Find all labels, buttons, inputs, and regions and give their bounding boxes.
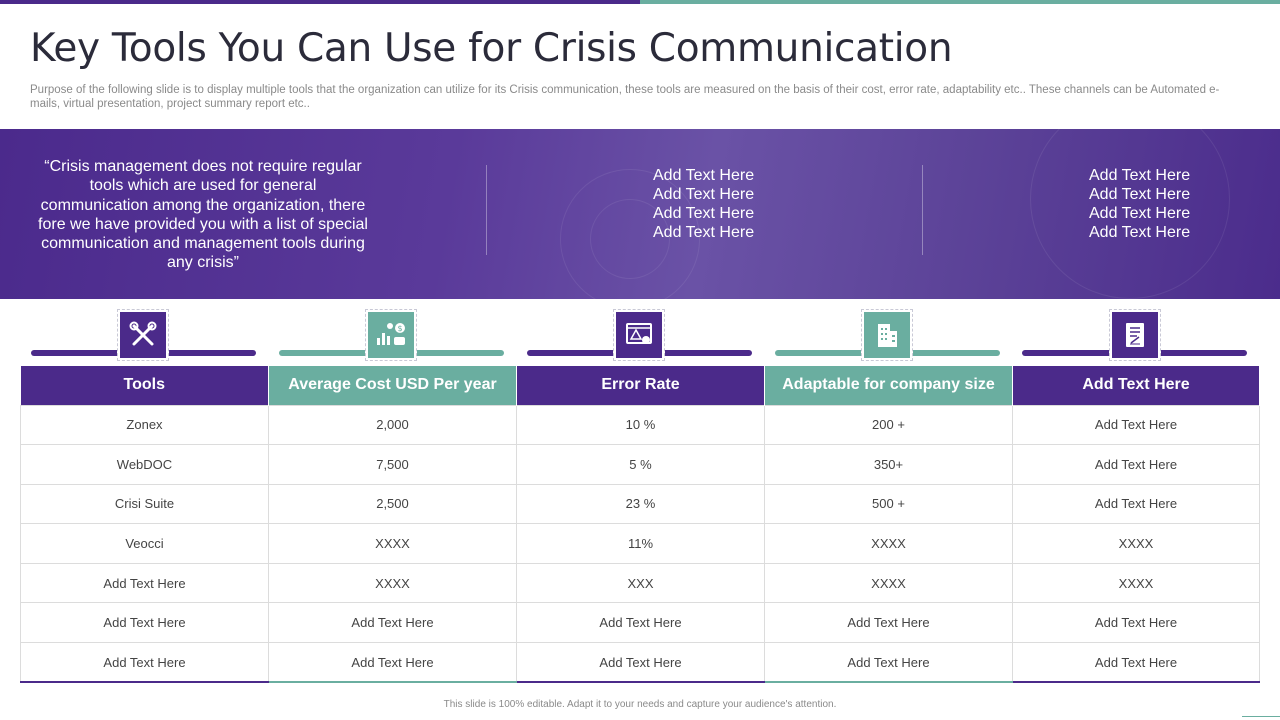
table-cell: Add Text Here: [20, 602, 269, 644]
table-header-row: Tools Average Cost USD Per year Error Ra…: [20, 366, 1260, 405]
document-icon: [1112, 312, 1158, 358]
table-cell: XXXX: [268, 523, 517, 564]
corner-accent-line: [1242, 716, 1280, 717]
table-cell: Add Text Here: [20, 642, 269, 684]
cost-analytics-icon: $: [368, 312, 414, 358]
banner-text-line: Add Text Here: [653, 167, 755, 184]
table-cell: 200 +: [764, 404, 1013, 446]
table-row: Crisi Suite 2,500 23 % 500 + Add Text He…: [20, 483, 1260, 525]
column-header-error-rate: Error Rate: [516, 366, 765, 405]
column-header-add-text: Add Text Here: [1012, 366, 1260, 405]
table-cell: Add Text Here: [764, 602, 1013, 644]
table-row: Add Text Here Add Text Here Add Text Her…: [20, 642, 1260, 684]
table-row: Veocci XXXX 11% XXXX XXXX: [20, 523, 1260, 564]
table-cell: 7,500: [268, 444, 517, 485]
page-title: Key Tools You Can Use for Crisis Communi…: [30, 26, 953, 71]
table-cell: 2,500: [268, 483, 517, 525]
building-icon-box: [861, 309, 913, 361]
table-cell: Add Text Here: [516, 602, 765, 644]
table-cell: Add Text Here: [268, 642, 517, 684]
banner-text-line: Add Text Here: [1089, 224, 1191, 241]
table-cell: Add Text Here: [1012, 404, 1260, 446]
banner-text-line: Add Text Here: [1089, 167, 1191, 184]
table-row: Add Text Here XXXX XXX XXXX XXXX: [20, 562, 1260, 604]
banner-divider: [922, 165, 923, 255]
table-cell: Veocci: [20, 523, 269, 564]
table-row: WebDOC 7,500 5 % 350+ Add Text Here: [20, 444, 1260, 485]
document-icon-box: [1109, 309, 1161, 361]
banner-text-column-2: Add Text Here Add Text Here Add Text Her…: [653, 166, 754, 242]
column-header-adaptable: Adaptable for company size: [764, 366, 1013, 405]
banner-text-line: Add Text Here: [653, 224, 755, 241]
table-cell: 11%: [516, 523, 765, 564]
top-accent-bar-teal: [640, 0, 1280, 4]
column-header-tools: Tools: [20, 366, 269, 405]
footer-note: This slide is 100% editable. Adapt it to…: [443, 699, 837, 710]
table-cell: Add Text Here: [268, 602, 517, 644]
table-cell: Add Text Here: [764, 642, 1013, 684]
building-icon: [864, 312, 910, 358]
cost-analytics-icon-box: $: [365, 309, 417, 361]
column-icon-row: $: [0, 309, 1280, 367]
warning-screen-icon: [616, 312, 662, 358]
top-accent-bar-purple: [0, 0, 640, 4]
table-cell: XXX: [516, 562, 765, 604]
table-row: Zonex 2,000 10 % 200 + Add Text Here: [20, 404, 1260, 446]
table-row: Add Text Here Add Text Here Add Text Her…: [20, 602, 1260, 644]
page-subtitle: Purpose of the following slide is to dis…: [30, 84, 1220, 110]
table-cell: 5 %: [516, 444, 765, 485]
banner-text-line: Add Text Here: [1089, 186, 1191, 203]
table-cell: WebDOC: [20, 444, 269, 485]
table-cell: XXXX: [1012, 562, 1260, 604]
table-cell: Add Text Here: [516, 642, 765, 684]
column-header-average-cost: Average Cost USD Per year: [268, 366, 517, 405]
banner-text-line: Add Text Here: [653, 186, 755, 203]
table-cell: XXXX: [764, 562, 1013, 604]
banner-quote: “Crisis management does not require regu…: [38, 158, 368, 272]
table-cell: Add Text Here: [1012, 444, 1260, 485]
table-cell: Add Text Here: [1012, 642, 1260, 684]
table-cell: 500 +: [764, 483, 1013, 525]
tools-icon-box: [117, 309, 169, 361]
banner-divider: [486, 165, 487, 255]
svg-text:$: $: [397, 324, 402, 333]
tools-comparison-table: Tools Average Cost USD Per year Error Ra…: [20, 366, 1260, 684]
table-cell: Add Text Here: [1012, 483, 1260, 525]
table-cell: Zonex: [20, 404, 269, 446]
table-cell: 2,000: [268, 404, 517, 446]
table-cell: XXXX: [764, 523, 1013, 564]
table-cell: XXXX: [1012, 523, 1260, 564]
table-cell: 23 %: [516, 483, 765, 525]
banner-decoration: [590, 199, 670, 279]
table-cell: Crisi Suite: [20, 483, 269, 525]
table-cell: 10 %: [516, 404, 765, 446]
warning-screen-icon-box: [613, 309, 665, 361]
banner-text-column-3: Add Text Here Add Text Here Add Text Her…: [1089, 166, 1190, 242]
banner-text-line: Add Text Here: [653, 205, 755, 222]
banner-text-line: Add Text Here: [1089, 205, 1191, 222]
table-cell: Add Text Here: [20, 562, 269, 604]
table-cell: XXXX: [268, 562, 517, 604]
table-cell: Add Text Here: [1012, 602, 1260, 644]
tools-icon: [120, 312, 166, 358]
banner-decoration: [560, 169, 700, 299]
quote-banner: “Crisis management does not require regu…: [0, 129, 1280, 299]
table-cell: 350+: [764, 444, 1013, 485]
